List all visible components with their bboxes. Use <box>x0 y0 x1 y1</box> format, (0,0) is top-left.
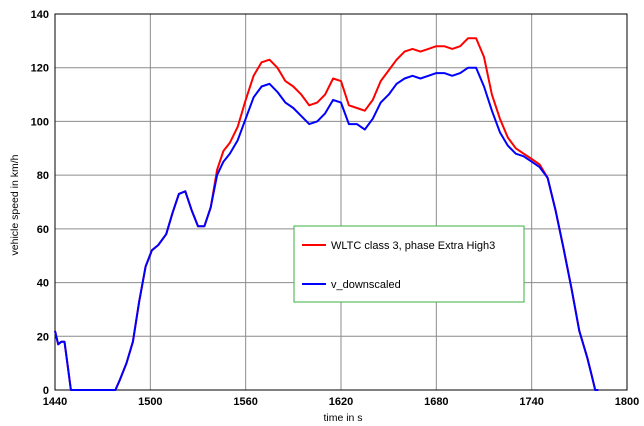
y-tick-label: 140 <box>31 9 49 21</box>
y-tick-label: 100 <box>31 116 49 128</box>
y-tick-label: 60 <box>37 224 49 236</box>
x-axis-label: time in s <box>323 412 362 424</box>
x-axis-ticks: 1440 1500 1560 1620 1680 1740 1800 <box>43 396 639 408</box>
series-layer <box>54 37 599 391</box>
y-tick-label: 40 <box>37 278 49 290</box>
legend: WLTC class 3, phase Extra High3 v_downsc… <box>293 225 525 303</box>
x-tick-label: 1500 <box>138 396 162 408</box>
legend-label-red: WLTC class 3, phase Extra High3 <box>331 240 495 252</box>
legend-label-blue: v_downscaled <box>331 279 401 291</box>
series-line-wltc-class-3 <box>54 37 599 391</box>
x-tick-label: 1740 <box>519 396 543 408</box>
y-tick-label: 80 <box>37 170 49 182</box>
chart-grid <box>54 13 628 391</box>
y-axis-label: vehicle speed in km/h <box>9 154 21 255</box>
y-tick-label: 120 <box>31 63 49 75</box>
plot-area-border <box>54 13 628 391</box>
x-tick-label: 1680 <box>424 396 448 408</box>
y-tick-label: 20 <box>37 331 49 343</box>
y-tick-label: 0 <box>43 385 49 397</box>
legend-box <box>293 225 525 303</box>
y-axis-ticks: 0 20 40 60 80 100 120 140 <box>31 9 49 397</box>
x-tick-label: 1440 <box>43 396 67 408</box>
series-line-v-downscaled <box>54 66 599 391</box>
x-tick-label: 1560 <box>233 396 257 408</box>
x-tick-label: 1620 <box>329 396 353 408</box>
x-tick-label: 1800 <box>615 396 639 408</box>
